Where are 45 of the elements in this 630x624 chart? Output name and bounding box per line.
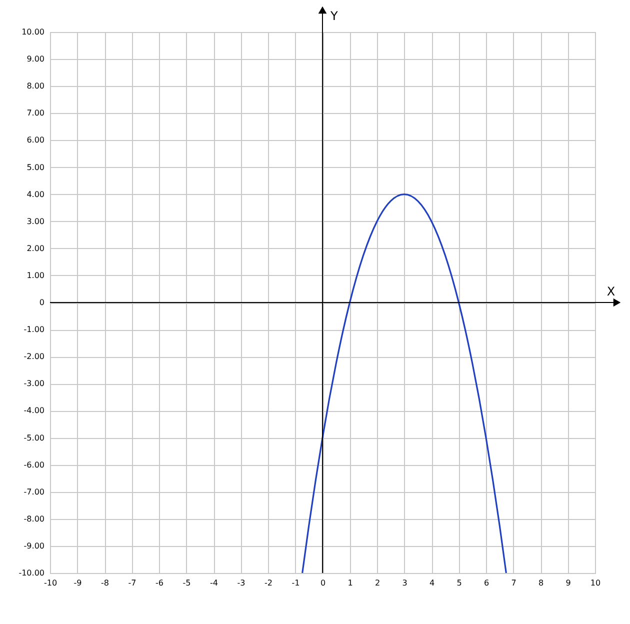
y-tick-label: -10.00 (18, 568, 44, 578)
y-tick-label: 5.00 (26, 162, 44, 172)
y-tick-label: 0 (39, 298, 44, 307)
x-tick-label: -10 (44, 578, 58, 588)
x-axis-title: X (606, 284, 616, 298)
x-tick-label: -1 (292, 578, 300, 588)
line-series (302, 194, 507, 573)
x-tick-label: -8 (101, 578, 109, 588)
y-tick-label: 4.00 (26, 190, 44, 199)
y-tick-label: -6.00 (24, 460, 44, 470)
x-tick-label: 0 (320, 578, 326, 588)
x-tick-label: -6 (156, 578, 164, 588)
y-tick-label: 6.00 (26, 136, 44, 145)
x-tick-label: -5 (182, 578, 191, 588)
y-tick-label: -3.00 (24, 379, 44, 388)
y-tick-label: 7.00 (26, 108, 44, 118)
x-tick-label: -4 (210, 578, 218, 588)
x-tick-label: 7 (511, 578, 516, 588)
y-axis-title: Y (330, 9, 338, 23)
y-tick-label: -8.00 (24, 514, 44, 524)
y-tick-label: -1.00 (24, 325, 44, 334)
y-tick-label: 1.00 (26, 270, 44, 280)
x-tick-label: 1 (348, 578, 353, 588)
x-tick-label: 6 (484, 578, 490, 588)
y-tick-label: -5.00 (24, 433, 44, 442)
y-tick-label: 3.00 (26, 216, 44, 226)
y-tick-label: -7.00 (24, 487, 44, 496)
y-tick-label: -4.00 (24, 406, 44, 416)
x-tick-label: 9 (566, 578, 571, 588)
x-tick-label: 5 (456, 578, 462, 588)
y-tick-label: 10.00 (22, 28, 44, 36)
x-tick-label: -3 (237, 578, 246, 588)
x-tick-label: -2 (264, 578, 272, 588)
y-tick-label: 8.00 (26, 82, 44, 91)
x-tick-label: -7 (128, 578, 136, 588)
x-tick-label: 8 (538, 578, 544, 588)
x-tick-label: -9 (74, 578, 82, 588)
y-tick-label: -9.00 (24, 541, 44, 550)
x-tick-label: 2 (374, 578, 380, 588)
x-tick-label: 10 (590, 578, 601, 588)
y-tick-label: 9.00 (26, 54, 44, 64)
y-tick-label: -2.00 (24, 352, 44, 362)
x-tick-label: 3 (402, 578, 408, 588)
y-tick-label: 2.00 (26, 244, 44, 253)
x-tick-label: 4 (429, 578, 435, 588)
